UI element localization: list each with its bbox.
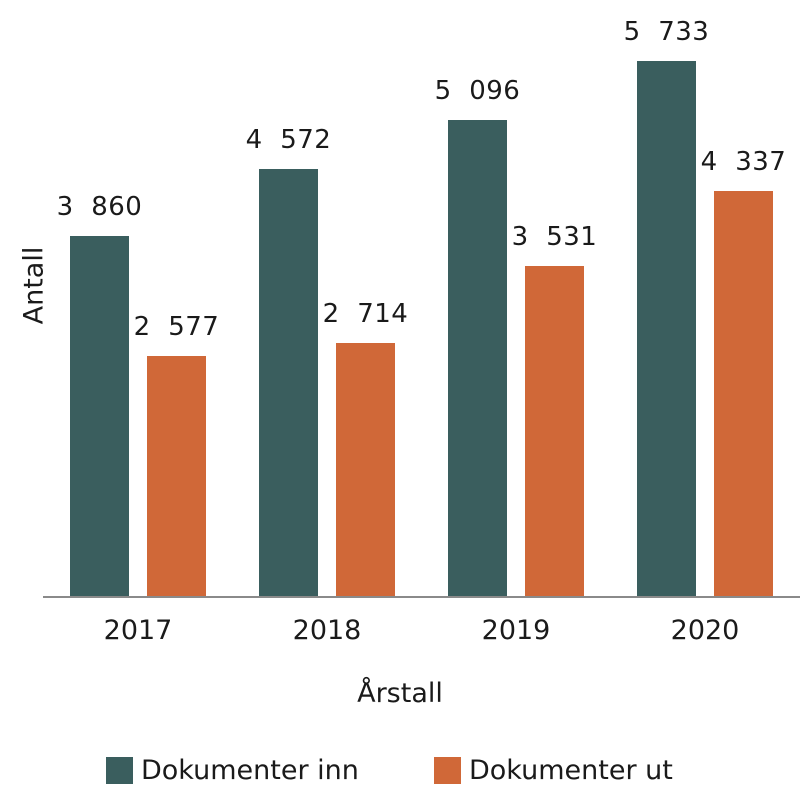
x-tick-label: 2018 (292, 615, 362, 646)
legend-item-dokumenter-ut: Dokumenter ut (434, 755, 673, 786)
x-axis-line (43, 596, 800, 598)
legend-swatch-ut (434, 757, 461, 784)
bar-2019-inn (448, 120, 507, 596)
data-label: 3 860 (56, 191, 143, 222)
data-label: 3 531 (511, 222, 598, 253)
bar-2018-inn (259, 169, 318, 596)
bar-2017-inn (70, 235, 129, 596)
y-axis-label: Antall (18, 246, 50, 325)
bar-2020-ut (714, 191, 773, 596)
x-tick-label: 2020 (670, 615, 740, 646)
legend-item-dokumenter-inn: Dokumenter inn (106, 755, 359, 786)
legend: Dokumenter inn Dokumenter ut (0, 755, 800, 795)
legend-label: Dokumenter ut (469, 755, 673, 786)
data-label: 5 733 (623, 17, 710, 47)
bar-2017-ut (147, 355, 206, 596)
data-label: 2 577 (133, 311, 220, 342)
x-axis-label: Årstall (357, 678, 443, 709)
bar-2019-ut (525, 266, 584, 596)
data-label: 4 337 (700, 147, 787, 178)
x-tick-label: 2019 (481, 615, 551, 646)
bar-2020-inn (637, 61, 696, 596)
data-label: 5 096 (434, 76, 521, 107)
data-label: 2 714 (322, 298, 409, 329)
data-label: 4 572 (245, 125, 332, 156)
legend-label: Dokumenter inn (141, 755, 359, 786)
legend-swatch-inn (106, 757, 133, 784)
bar-2018-ut (336, 342, 395, 596)
x-tick-label: 2017 (103, 615, 173, 646)
